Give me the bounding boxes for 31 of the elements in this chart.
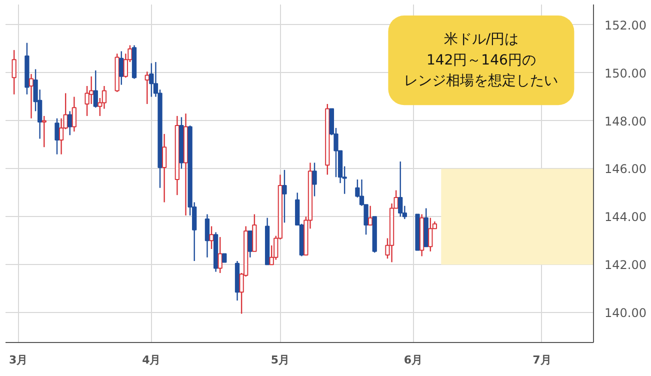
x-tick-label: 4月 xyxy=(142,354,161,366)
candlestick xyxy=(144,71,150,105)
candlestick xyxy=(68,110,72,136)
candlestick xyxy=(428,217,433,252)
candlestick xyxy=(312,162,317,197)
candlestick xyxy=(368,205,373,226)
y-tick-label: 150.00 xyxy=(604,66,646,80)
candlestick xyxy=(93,70,98,108)
candlestick xyxy=(209,226,214,250)
annotation: レンジ相場を想定したい xyxy=(404,73,558,90)
candlestick xyxy=(398,160,403,218)
candlestick xyxy=(72,96,76,132)
candlestick xyxy=(162,133,167,203)
y-tick-label: 146.00 xyxy=(604,162,646,176)
x-tick-label: 6月 xyxy=(404,354,423,366)
y-tick-label: 152.00 xyxy=(604,18,646,32)
y-tick-label: 142.00 xyxy=(604,258,646,272)
x-tick-label: 5月 xyxy=(270,354,290,366)
candlestick xyxy=(204,214,210,258)
candlestick xyxy=(54,118,60,155)
candlestick xyxy=(42,115,46,148)
y-tick-label: 148.00 xyxy=(604,114,646,128)
annotation: 142円～146円の xyxy=(426,52,536,68)
x-tick-label: 3月 xyxy=(9,354,28,366)
candlestick xyxy=(119,50,124,86)
candlestick xyxy=(149,62,154,98)
y-tick-label: 144.00 xyxy=(604,210,646,224)
x-tick-label: 7月 xyxy=(532,354,552,366)
annotation: 米ドル/円は xyxy=(444,31,519,48)
candlestick xyxy=(282,169,287,224)
y-tick-label: 140.00 xyxy=(604,306,646,320)
